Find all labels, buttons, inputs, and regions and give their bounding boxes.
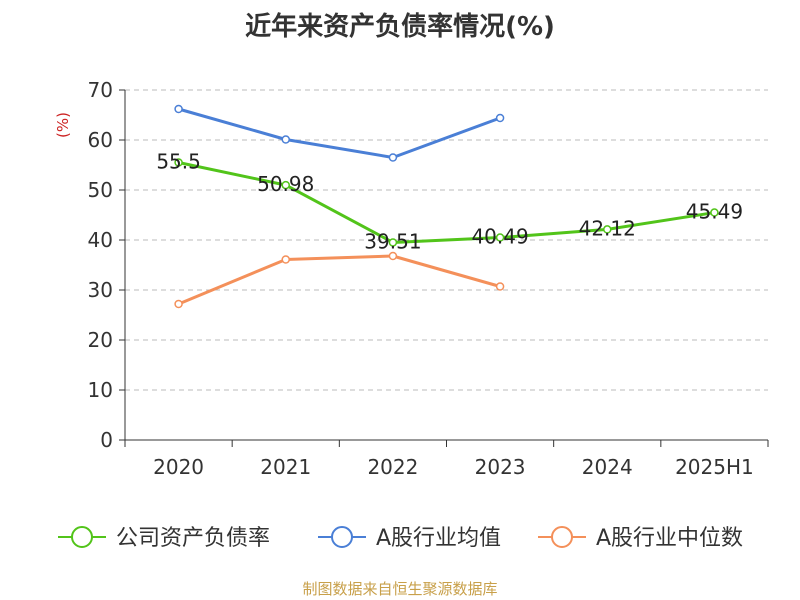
data-labels: 55.5 50.98 39.51 40.49 42.12 45.49 xyxy=(156,150,743,254)
data-point xyxy=(495,113,505,123)
data-point xyxy=(388,251,398,261)
x-tick-label: 2023 xyxy=(475,455,526,479)
data-label: 55.5 xyxy=(156,150,201,174)
data-point xyxy=(495,233,505,242)
y-axis-label: (%) xyxy=(54,112,72,138)
data-point xyxy=(495,282,505,291)
y-tick-label: 40 xyxy=(88,228,113,252)
data-point xyxy=(281,255,290,264)
legend-marker xyxy=(331,526,353,548)
data-label: 40.49 xyxy=(471,225,528,249)
legend-marker xyxy=(551,526,573,548)
data-point xyxy=(603,225,612,234)
legend-label: A股行业中位数 xyxy=(596,526,743,551)
grid-lines xyxy=(125,89,768,391)
data-label: 39.51 xyxy=(364,229,421,253)
data-source: 制图数据来自恒生聚源数据库 xyxy=(302,580,498,598)
series-line-2 xyxy=(178,254,501,306)
series-line-0 xyxy=(178,161,715,244)
data-point xyxy=(388,153,398,162)
x-tick-label: 2022 xyxy=(367,455,418,479)
data-point xyxy=(281,180,290,190)
y-tick-label: 0 xyxy=(100,428,113,452)
chart-title: 近年来资产负债率情况(%) xyxy=(245,12,555,42)
data-point xyxy=(174,158,183,167)
data-point xyxy=(281,135,290,144)
axes: 0 10 20 30 40 50 60 70 2020 2021 2022 2023 2024 2025H… xyxy=(88,78,769,479)
legend: 公司资产负债率 A股行业均值 A股行业中位数 xyxy=(58,526,743,551)
data-point xyxy=(710,208,719,217)
series-line-1 xyxy=(178,107,501,159)
y-tick-label: 70 xyxy=(88,78,113,102)
y-tick-label: 30 xyxy=(88,278,113,302)
y-tick-label: 10 xyxy=(88,378,113,402)
y-tick-label: 50 xyxy=(88,178,113,202)
x-tick-label: 2020 xyxy=(153,455,204,479)
data-point xyxy=(174,104,183,114)
data-label: 42.12 xyxy=(579,216,636,240)
data-label: 50.98 xyxy=(257,172,314,196)
legend-label: A股行业均值 xyxy=(376,526,501,551)
y-tick-label: 20 xyxy=(88,328,113,352)
series-lines xyxy=(174,104,719,309)
x-tick-label: 2025H1 xyxy=(675,455,754,479)
x-tick-label: 2021 xyxy=(260,455,311,479)
data-point xyxy=(388,238,398,247)
legend-label: 公司资产负债率 xyxy=(116,526,270,551)
legend-marker xyxy=(71,526,93,548)
x-tick-label: 2024 xyxy=(582,455,633,479)
data-label: 45.49 xyxy=(686,200,743,224)
y-tick-label: 60 xyxy=(88,128,113,152)
data-point xyxy=(174,299,183,309)
